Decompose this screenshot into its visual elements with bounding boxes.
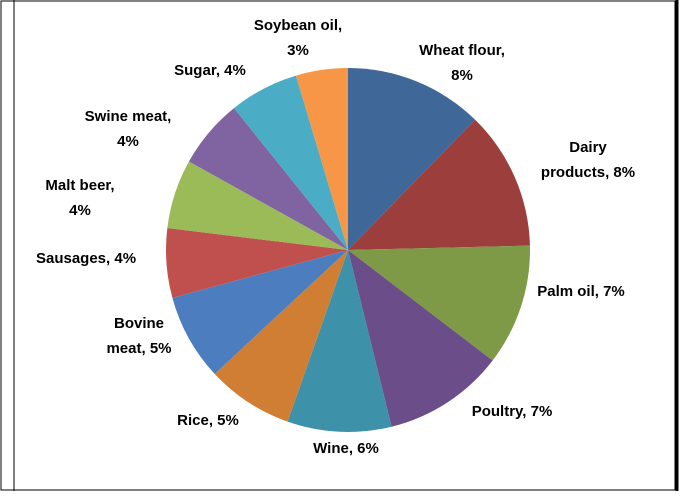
data-label: Dairy products, 8% [541,139,635,181]
pie-slice [188,108,348,250]
data-label: Malt beer, 4% [45,177,114,219]
data-label: Soybean oil, 3% [254,17,342,59]
data-label: Bovine meat, 5% [106,315,171,357]
pie-slice [348,250,493,427]
pie-slice [287,250,392,432]
pie-slice [348,68,476,250]
data-label: Swine meat, 4% [85,108,172,150]
pie-slice [348,245,530,361]
data-label: Poultry, 7% [472,403,553,420]
pie-slice [234,75,348,250]
pie-slice [214,250,348,422]
data-label: Sausages, 4% [36,250,136,267]
data-label: Wine, 6% [313,440,379,457]
data-label: Sugar, 4% [174,62,246,79]
data-label: Palm oil, 7% [537,283,625,300]
pie-slice [295,68,348,250]
pie-slice [166,228,348,298]
pie-slice [167,161,348,250]
pie-slice [172,250,348,374]
data-label: Rice, 5% [177,412,239,429]
pie-slice [348,119,530,250]
data-label: Wheat flour, 8% [419,42,505,84]
